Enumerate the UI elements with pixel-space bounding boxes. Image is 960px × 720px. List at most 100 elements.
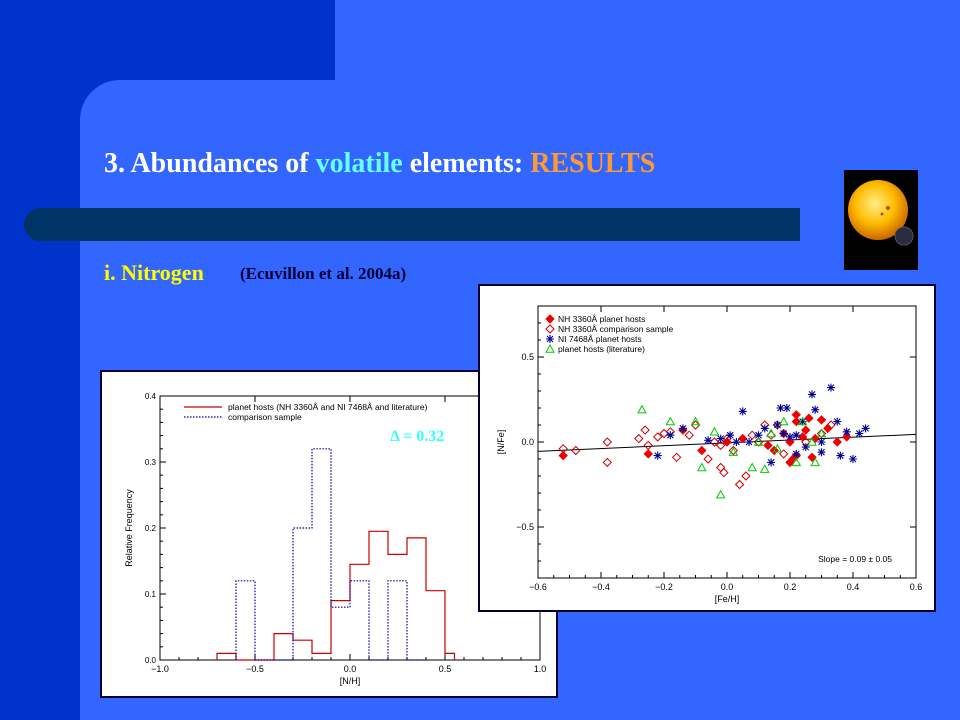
hist-xtick-label: 0.0 — [344, 664, 357, 674]
scatter-point-open-triangle — [791, 457, 802, 467]
scatter-point-open-diamond — [602, 437, 613, 447]
scatter-point-open-triangle — [715, 489, 726, 499]
scatter-point-open-triangle — [637, 404, 647, 414]
title-results: RESULTS — [530, 148, 656, 179]
scatter-xtick-label: 0.6 — [910, 582, 923, 592]
hist-series-planet-hosts — [216, 530, 456, 661]
scatter-legend-label: NI 7468Å planet hosts — [558, 334, 642, 344]
scatter-point-asterisk — [779, 429, 788, 438]
scatter-point-asterisk — [738, 407, 747, 416]
scatter-ytick-label: 0.5 — [521, 352, 534, 362]
scatter-point-asterisk — [782, 404, 791, 412]
left-band — [0, 0, 80, 720]
scatter-point-asterisk — [754, 431, 763, 440]
scatter-point-asterisk — [808, 390, 817, 399]
hist-ytick-label: 0.0 — [145, 656, 157, 665]
scatter-legend-marker — [545, 314, 555, 324]
scatter-legend-label: NH 3360Å planet hosts — [558, 314, 645, 324]
scatter-point-filled-diamond — [816, 415, 827, 425]
scatter-xtick-label: −0.4 — [592, 582, 610, 592]
scatter-point-asterisk — [811, 405, 820, 414]
scatter-point-asterisk — [826, 383, 835, 392]
scatter-point-open-triangle — [753, 436, 764, 446]
scatter-point-open-diamond — [643, 440, 653, 451]
scatter-point-open-diamond — [634, 433, 644, 444]
scatter-point-asterisk — [716, 434, 725, 443]
scatter-ylabel: [N/Fe] — [496, 430, 506, 455]
scatter-point-filled-diamond — [807, 452, 817, 463]
scatter-point-asterisk — [773, 421, 782, 429]
scatter-legend-label: NH 3360Å comparison sample — [558, 324, 674, 334]
scatter-point-open-diamond — [826, 420, 836, 430]
scatter-point-asterisk — [704, 436, 713, 445]
scatter-point-filled-diamond — [791, 410, 802, 420]
scatter-point-asterisk — [836, 451, 845, 460]
scatter-xtick-label: −0.6 — [529, 582, 547, 592]
scatter-point-asterisk — [792, 449, 801, 458]
hist-xtick-label: −0.5 — [246, 664, 264, 674]
slide-title: 3. Abundances of volatile elements: RESU… — [104, 148, 655, 180]
scatter-point-open-diamond — [715, 440, 726, 451]
scatter-point-open-diamond — [671, 452, 682, 463]
section-subtitle: i. Nitrogen — [104, 260, 204, 285]
title-underline-bar — [24, 208, 800, 241]
hist-xtick-label: 0.5 — [439, 664, 452, 674]
scatter-point-open-triangle — [759, 464, 770, 473]
scatter-point-open-diamond — [734, 479, 745, 490]
scatter-point-open-diamond — [715, 462, 726, 473]
scatter-point-open-triangle — [747, 462, 758, 472]
scatter-legend-marker — [546, 335, 554, 343]
scatter-point-open-triangle — [772, 443, 783, 453]
title-volatile: volatile — [315, 148, 403, 179]
scatter-xtick-label: 0.2 — [784, 582, 797, 592]
scatter-point-open-triangle — [665, 416, 676, 426]
scatter-point-open-diamond — [602, 457, 613, 468]
hist-ytick-label: 0.3 — [145, 458, 157, 467]
scatter-point-asterisk — [786, 432, 794, 441]
scatter-point-asterisk — [817, 438, 826, 446]
scatter-point-open-triangle — [728, 447, 739, 456]
scatter-point-open-diamond — [690, 420, 701, 430]
scatter-point-asterisk — [767, 458, 776, 467]
scatter-point-open-diamond — [778, 449, 789, 459]
sun-disc — [848, 180, 908, 240]
scatter-point-asterisk — [817, 448, 826, 457]
scatter-point-asterisk — [849, 455, 857, 463]
scatter-point-open-diamond — [571, 445, 581, 456]
hist-xlabel: [N/H] — [340, 676, 361, 686]
scatter-point-open-triangle — [810, 457, 821, 467]
scatter-point-open-triangle — [797, 416, 808, 426]
scatter-point-filled-diamond — [643, 449, 653, 459]
scatter-point-asterisk — [678, 424, 687, 433]
scatter-point-filled-diamond — [841, 432, 852, 442]
scatter-point-asterisk — [666, 431, 675, 440]
scatter-xtick-label: 0.0 — [721, 582, 734, 592]
scatter-point-open-triangle — [709, 426, 720, 436]
hist-xtick-label: 1.0 — [534, 664, 547, 674]
scatter-chart: −0.6 −0.4 −0.2 0.0 0.2 0.4 0.6 −0.5 0.0 0.5 [Fe/H]… — [496, 305, 923, 604]
hist-ytick-label: 0.1 — [145, 590, 157, 599]
scatter-ytick-label: 0.0 — [521, 437, 534, 447]
scatter-point-asterisk — [855, 429, 864, 438]
scatter-point-filled-diamond — [832, 437, 842, 447]
scatter-point-open-diamond — [652, 432, 663, 442]
scatter-point-open-triangle — [816, 428, 827, 438]
reference-citation: (Ecuvillon et al. 2004a) — [240, 264, 407, 283]
scatter-point-asterisk — [801, 443, 810, 452]
scatter-point-asterisk — [760, 424, 769, 433]
scatter-point-open-diamond — [741, 471, 751, 481]
scatter-point-open-diamond — [719, 467, 729, 478]
scatter-point-open-triangle — [696, 462, 707, 472]
scatter-point-filled-diamond — [804, 413, 814, 423]
scatter-point-asterisk — [798, 417, 807, 426]
title-middle: elements: — [402, 148, 531, 179]
planet-disc — [894, 226, 914, 246]
scatter-point-filled-diamond — [785, 437, 795, 447]
scatter-legend-label: planet hosts (literature) — [558, 344, 645, 354]
scatter-point-open-triangle — [807, 436, 817, 446]
scatter-panel: −0.6 −0.4 −0.2 0.0 0.2 0.4 0.6 −0.5 0.0 0.5 [Fe/H]… — [478, 284, 936, 612]
scatter-point-filled-diamond — [791, 416, 802, 427]
scatter-point-open-diamond — [728, 445, 739, 456]
scatter-point-asterisk — [653, 451, 662, 460]
scatter-point-open-diamond — [684, 430, 694, 440]
